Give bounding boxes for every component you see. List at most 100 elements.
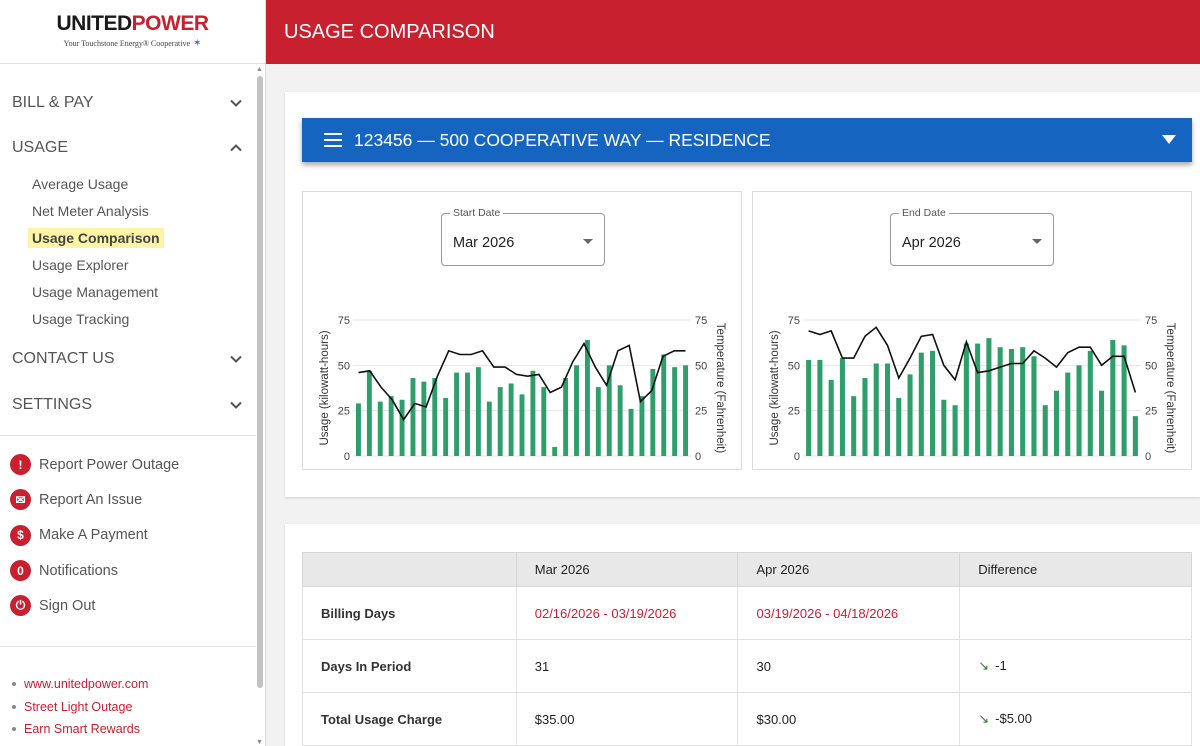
end-date-select[interactable]: End Date Apr 2026 (890, 207, 1054, 266)
usage-bar[interactable] (952, 405, 958, 456)
usage-bar[interactable] (1065, 372, 1071, 456)
start-date-select[interactable]: Start Date Mar 2026 (441, 207, 605, 266)
usage-bar[interactable] (918, 352, 924, 456)
usage-bar[interactable] (1076, 365, 1082, 456)
usage-bar[interactable] (862, 378, 868, 456)
usage-bar[interactable] (432, 378, 438, 456)
usage-bar[interactable] (683, 365, 689, 456)
usage-bar[interactable] (1008, 349, 1014, 456)
usage-bar[interactable] (1042, 405, 1048, 456)
usage-bar[interactable] (941, 399, 947, 456)
y2-tick-label: 0 (1145, 451, 1151, 463)
usage-bar[interactable] (366, 370, 372, 456)
usage-bar[interactable] (497, 387, 503, 456)
nav-section-usage[interactable]: USAGE (12, 138, 242, 158)
y2-tick-label: 50 (695, 360, 707, 372)
chevron-up-icon (230, 144, 242, 152)
sign-out-link[interactable]: ⏻ Sign Out (10, 588, 179, 623)
usage-bar[interactable] (606, 365, 612, 456)
usage-bar[interactable] (907, 374, 913, 456)
link-street-light-outage[interactable]: Street Light Outage (12, 696, 148, 719)
nav-section-bill-pay[interactable]: BILL & PAY (12, 93, 242, 113)
usage-bar[interactable] (541, 387, 547, 456)
sidebar-scrollbar[interactable]: ▲ ▼ (256, 66, 264, 746)
usage-bar[interactable] (1121, 345, 1127, 456)
usage-bar[interactable] (851, 396, 857, 456)
usage-bar[interactable] (661, 354, 667, 456)
usage-bar[interactable] (617, 385, 623, 456)
usage-bar[interactable] (552, 446, 558, 456)
usage-bar[interactable] (817, 359, 823, 456)
usage-bar[interactable] (628, 408, 634, 456)
link-label: Street Light Outage (24, 699, 133, 714)
usage-bar[interactable] (884, 363, 891, 456)
usage-bar[interactable] (975, 343, 981, 456)
nav-section-label: USAGE (12, 139, 69, 156)
sidebar-item-usage-management[interactable]: Usage Management (32, 278, 164, 305)
usage-bar[interactable] (486, 401, 492, 456)
usage-bar[interactable] (465, 372, 470, 456)
usage-bar[interactable] (574, 365, 579, 456)
scroll-up-icon[interactable]: ▲ (256, 66, 263, 73)
usage-bar[interactable] (1053, 390, 1060, 456)
scroll-down-icon[interactable]: ▼ (256, 739, 263, 746)
usage-bar[interactable] (508, 383, 514, 456)
usage-bar[interactable] (1099, 390, 1105, 456)
make-a-payment-link[interactable]: $ Make A Payment (10, 518, 179, 553)
usage-bar[interactable] (1110, 339, 1116, 456)
usage-bar[interactable] (410, 378, 416, 456)
sidebar-item-usage-explorer[interactable]: Usage Explorer (32, 251, 164, 278)
usage-bar[interactable] (355, 403, 361, 456)
usage-bar[interactable] (584, 339, 590, 456)
usage-bar[interactable] (519, 394, 525, 456)
caret-down-icon (1162, 135, 1176, 144)
sidebar-item-usage-comparison[interactable]: Usage Comparison (28, 224, 164, 251)
usage-bar[interactable] (639, 396, 645, 456)
usage-bar[interactable] (454, 372, 460, 456)
usage-bar[interactable] (421, 381, 427, 456)
usage-bar[interactable] (839, 358, 845, 456)
nav-section-contact-us[interactable]: CONTACT US (12, 349, 242, 369)
row-label: Total Usage Charge (302, 692, 517, 746)
row-label: Days In Period (302, 639, 517, 693)
usage-bar[interactable] (563, 378, 569, 456)
report-an-issue-link[interactable]: ✉ Report An Issue (10, 482, 179, 517)
usage-bar[interactable] (399, 399, 405, 456)
scrollbar-thumb[interactable] (257, 76, 263, 688)
sidebar-item-average-usage[interactable]: Average Usage (32, 170, 164, 197)
sidebar-item-net-meter-analysis[interactable]: Net Meter Analysis (32, 197, 164, 224)
usage-bar[interactable] (672, 367, 678, 456)
usage-bar[interactable] (930, 350, 936, 456)
usage-bar[interactable] (963, 343, 969, 456)
usage-bar[interactable] (896, 397, 902, 456)
dropdown-arrow-icon (583, 239, 593, 244)
usage-bar[interactable] (873, 363, 879, 456)
account-selector[interactable]: 123456 — 500 COOPERATIVE WAY — RESIDENCE (302, 118, 1192, 162)
usage-bar[interactable] (377, 401, 383, 456)
usage-bar[interactable] (1020, 347, 1026, 456)
usage-bar[interactable] (828, 379, 834, 456)
table-header-blank (302, 552, 517, 587)
sidebar-item-usage-tracking[interactable]: Usage Tracking (32, 305, 164, 332)
action-label: Notifications (39, 562, 118, 579)
usage-bar[interactable] (1031, 356, 1037, 456)
usage-bar[interactable] (1087, 350, 1093, 456)
usage-bar[interactable] (806, 359, 812, 456)
usage-bar[interactable] (475, 367, 481, 456)
link-unitedpower-website[interactable]: www.unitedpower.com (12, 673, 148, 696)
usage-bar[interactable] (388, 396, 394, 456)
usage-bar[interactable] (530, 370, 536, 456)
sidebar-item-label: Usage Management (32, 283, 159, 300)
notifications-link[interactable]: 0 Notifications (10, 553, 179, 588)
usage-bar[interactable] (595, 387, 601, 456)
usage-bar[interactable] (997, 347, 1003, 456)
nav-section-settings[interactable]: SETTINGS (12, 395, 242, 415)
united-power-logo[interactable]: UNITEDPOWER Your Touchstone Energy® Coop… (0, 0, 265, 64)
usage-bar[interactable] (443, 397, 449, 456)
link-earn-smart-rewards[interactable]: Earn Smart Rewards (12, 718, 148, 741)
usage-bar[interactable] (1132, 416, 1138, 456)
end-date-value: Apr 2026 (902, 235, 961, 251)
usage-bar[interactable] (986, 338, 992, 456)
report-power-outage-link[interactable]: ! Report Power Outage (10, 447, 179, 482)
usage-bar[interactable] (650, 368, 656, 456)
